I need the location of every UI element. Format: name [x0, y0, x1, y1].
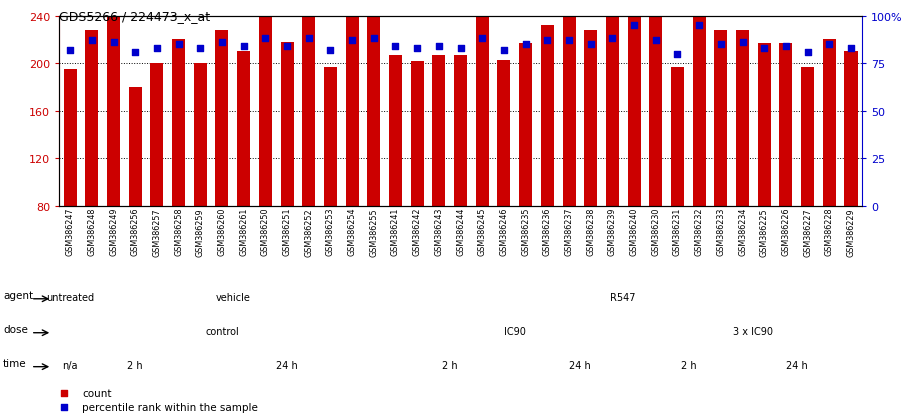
Point	[431, 43, 445, 50]
Point	[366, 36, 381, 43]
Text: 2 h: 2 h	[128, 360, 143, 370]
Bar	[215, 31, 229, 206]
Bar	[822, 40, 834, 206]
Bar	[302, 12, 315, 206]
Bar	[735, 31, 748, 206]
Text: count: count	[82, 388, 111, 398]
Bar	[518, 44, 531, 206]
Point	[302, 36, 316, 43]
Bar	[584, 31, 597, 206]
Bar	[562, 17, 575, 206]
Bar	[150, 64, 163, 206]
Text: untreated: untreated	[46, 292, 94, 302]
Bar	[128, 88, 141, 206]
Point	[821, 42, 835, 48]
Text: 24 h: 24 h	[785, 360, 807, 370]
Bar	[713, 31, 727, 206]
Text: 3 x IC90: 3 x IC90	[732, 326, 773, 336]
Bar	[281, 43, 293, 206]
Point	[280, 43, 294, 50]
Point	[214, 40, 229, 46]
Bar	[496, 60, 510, 206]
Text: IC90: IC90	[503, 326, 525, 336]
Point	[171, 42, 186, 48]
Bar	[64, 70, 77, 206]
Bar	[779, 44, 792, 206]
Text: 24 h: 24 h	[276, 360, 298, 370]
Point	[712, 42, 727, 48]
Bar	[237, 52, 250, 206]
Point	[604, 36, 619, 43]
Point	[322, 47, 337, 54]
Bar	[670, 67, 683, 206]
Text: vehicle: vehicle	[215, 292, 250, 302]
Bar	[844, 52, 856, 206]
Point	[756, 45, 771, 52]
Point	[258, 36, 272, 43]
Point	[475, 36, 489, 43]
Bar	[193, 64, 207, 206]
Point	[691, 23, 706, 29]
Bar	[107, 0, 120, 206]
Point	[843, 45, 857, 52]
Bar	[800, 67, 814, 206]
Bar	[345, 2, 358, 206]
Bar	[410, 62, 424, 206]
Bar	[389, 56, 402, 206]
Point	[778, 43, 793, 50]
Point	[193, 45, 208, 52]
Bar	[476, 13, 488, 206]
Bar	[172, 40, 185, 206]
Bar	[86, 31, 98, 206]
Bar	[259, 13, 271, 206]
Point	[236, 43, 251, 50]
Bar	[627, 0, 640, 206]
Point	[561, 38, 576, 45]
Bar	[757, 44, 770, 206]
Text: dose: dose	[3, 325, 28, 335]
Bar	[540, 26, 553, 206]
Bar	[367, 0, 380, 206]
Point	[149, 45, 164, 52]
Point	[496, 47, 511, 54]
Point	[388, 43, 403, 50]
Text: GDS5266 / 224473_x_at: GDS5266 / 224473_x_at	[59, 10, 210, 23]
Bar	[323, 67, 336, 206]
Bar	[649, 6, 661, 206]
Text: agent: agent	[3, 291, 33, 301]
Bar	[432, 56, 445, 206]
Bar	[691, 0, 705, 206]
Point	[517, 42, 532, 48]
Point	[63, 47, 77, 54]
Point	[344, 38, 359, 45]
Point	[128, 49, 142, 56]
Point	[734, 40, 749, 46]
Text: R547: R547	[609, 292, 635, 302]
Text: n/a: n/a	[62, 360, 77, 370]
Text: 24 h: 24 h	[568, 360, 590, 370]
Point	[85, 38, 99, 45]
Text: time: time	[3, 358, 26, 368]
Point	[800, 49, 814, 56]
Point	[539, 38, 554, 45]
Point	[106, 40, 120, 46]
Point	[648, 38, 662, 45]
Text: 2 h: 2 h	[680, 360, 695, 370]
Point	[453, 45, 467, 52]
Bar	[605, 2, 619, 206]
Text: control: control	[205, 326, 239, 336]
Text: percentile rank within the sample: percentile rank within the sample	[82, 402, 258, 412]
Point	[626, 23, 640, 29]
Bar	[454, 56, 466, 206]
Point	[670, 51, 684, 58]
Point	[409, 45, 424, 52]
Text: 2 h: 2 h	[442, 360, 457, 370]
Point	[583, 42, 598, 48]
